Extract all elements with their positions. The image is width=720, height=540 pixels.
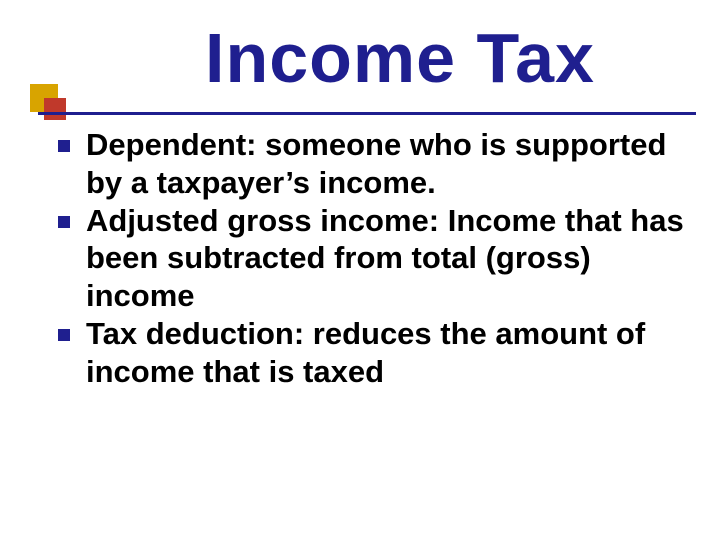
list-item: Dependent: someone who is supported by a… bbox=[58, 126, 688, 202]
list-item-text: Adjusted gross income: Income that has b… bbox=[86, 202, 688, 315]
slide-body: Dependent: someone who is supported by a… bbox=[0, 98, 720, 391]
accent-square-inner bbox=[44, 98, 66, 120]
list-item: Tax deduction: reduces the amount of inc… bbox=[58, 315, 688, 391]
square-bullet-icon bbox=[58, 329, 70, 341]
slide-title: Income Tax bbox=[40, 18, 720, 98]
list-item-text: Dependent: someone who is supported by a… bbox=[86, 126, 688, 202]
square-bullet-icon bbox=[58, 216, 70, 228]
list-item: Adjusted gross income: Income that has b… bbox=[58, 202, 688, 315]
list-item-text: Tax deduction: reduces the amount of inc… bbox=[86, 315, 688, 391]
title-underline bbox=[38, 112, 696, 115]
title-region: Income Tax bbox=[0, 0, 720, 98]
square-bullet-icon bbox=[58, 140, 70, 152]
